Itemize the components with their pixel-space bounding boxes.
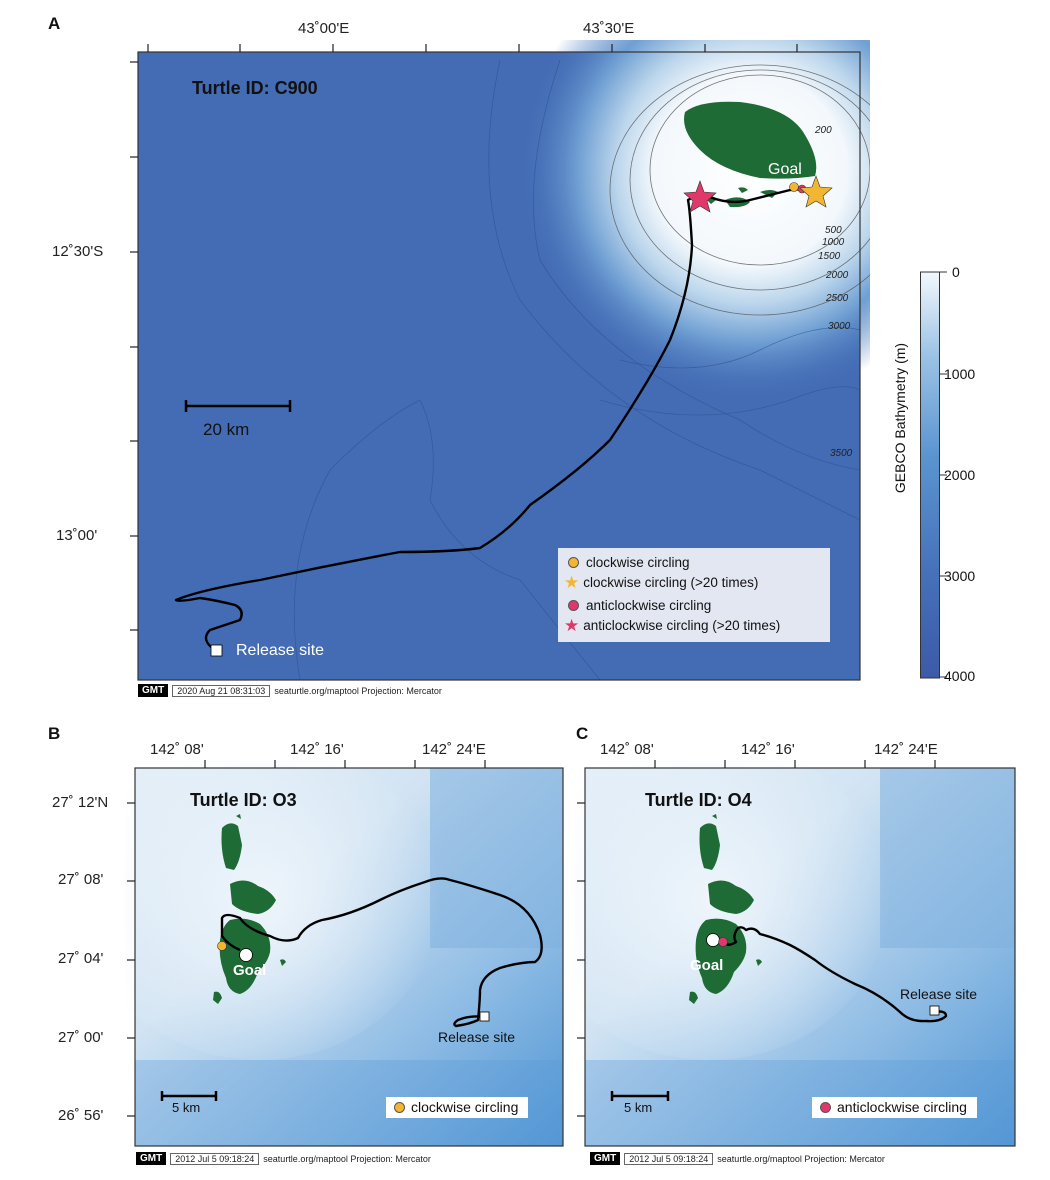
panel-c-goal-marker bbox=[706, 933, 720, 947]
legend-text: clockwise circling bbox=[411, 1099, 519, 1115]
yellow-circle-icon bbox=[394, 1101, 405, 1113]
gmt-logo: GMT bbox=[590, 1152, 621, 1165]
panel-b-lon-tick: 142˚ 08' bbox=[150, 741, 204, 758]
panel-b-lat-tick: 27˚ 08' bbox=[58, 871, 104, 888]
panel-a-island bbox=[684, 101, 817, 179]
footer-text: seaturtle.org/maptool Projection: Mercat… bbox=[263, 1153, 431, 1164]
panel-b-lat-tick: 27˚ 12'N bbox=[52, 794, 109, 811]
legend-item: anticlockwise circling bbox=[568, 598, 711, 613]
clockwise-marker bbox=[789, 182, 799, 192]
panel-b-lat-tick: 27˚ 04' bbox=[58, 950, 104, 967]
panel-b-lon-tick: 142˚ 16' bbox=[290, 741, 344, 758]
panel-c-lon-tick: 142˚ 16' bbox=[741, 741, 795, 758]
panel-a-label: A bbox=[48, 14, 61, 33]
legend-text: clockwise circling (>20 times) bbox=[583, 575, 759, 590]
panel-a-goal-label: Goal bbox=[768, 161, 802, 178]
panel-c-title: Turtle ID: O4 bbox=[645, 790, 752, 810]
panel-b-legend: clockwise circling bbox=[386, 1097, 529, 1118]
panel-b-goal-marker bbox=[239, 948, 253, 962]
panel-b-title: Turtle ID: O3 bbox=[190, 790, 297, 810]
colorbar-title: GEBCO Bathymetry (m) bbox=[892, 342, 908, 494]
contour-label: 2000 bbox=[825, 270, 849, 281]
panel-b-map: Goal bbox=[125, 760, 564, 1147]
panel-c-release-marker bbox=[929, 1005, 940, 1016]
colorbar-tick: 2000 bbox=[944, 467, 976, 483]
legend-item: clockwise circling bbox=[568, 555, 690, 570]
panel-a-lat-tick: 13˚00' bbox=[56, 527, 98, 544]
legend-text: anticlockwise circling bbox=[586, 598, 712, 613]
panel-b-goal-label: Goal bbox=[233, 962, 266, 979]
panel-a-map: 200 500 1000 1500 2000 2500 3000 3500 Go… bbox=[130, 40, 870, 681]
contour-label: 200 bbox=[814, 125, 832, 136]
panel-c-footer: GMT 2012 Jul 5 09:18:24 seaturtle.org/ma… bbox=[590, 1152, 885, 1165]
clockwise-star-marker bbox=[799, 175, 833, 208]
panel-b-scale-label: 5 km bbox=[172, 1100, 201, 1115]
colorbar bbox=[920, 271, 947, 679]
contour-label: 1000 bbox=[822, 237, 845, 248]
yellow-circle-icon bbox=[568, 557, 579, 568]
panel-a-legend: clockwise circling ★ clockwise circling … bbox=[558, 548, 830, 642]
panel-a-title: Turtle ID: C900 bbox=[192, 78, 318, 98]
legend-item: ★ anticlockwise circling (>20 times) bbox=[564, 615, 781, 635]
gmt-logo: GMT bbox=[136, 1152, 167, 1165]
panel-c-label: C bbox=[576, 724, 589, 743]
panel-a-lat-tick: 12˚30'S bbox=[52, 243, 104, 260]
panel-c-legend: anticlockwise circling bbox=[812, 1097, 977, 1118]
legend-text: anticlockwise circling (>20 times) bbox=[583, 618, 781, 633]
panel-a-release-label: Release site bbox=[236, 642, 325, 659]
contour-label: 3000 bbox=[828, 321, 851, 332]
footer-text: seaturtle.org/maptool Projection: Mercat… bbox=[717, 1153, 885, 1164]
footer-text: seaturtle.org/maptool Projection: Mercat… bbox=[274, 685, 442, 696]
panel-c-map: Goal bbox=[575, 760, 1016, 1147]
anticlockwise-star-marker bbox=[683, 180, 717, 213]
panel-b-lon-tick: 142˚ 24'E bbox=[422, 741, 486, 758]
legend-text: clockwise circling bbox=[586, 555, 690, 570]
contour-label: 2500 bbox=[825, 293, 849, 304]
panel-b-lat-tick: 26˚ 56' bbox=[58, 1107, 104, 1124]
panel-c-lon-tick: 142˚ 08' bbox=[600, 741, 654, 758]
contour-label: 1500 bbox=[818, 251, 841, 262]
colorbar-tick: 3000 bbox=[944, 568, 976, 584]
panel-b-release-marker bbox=[479, 1011, 490, 1022]
panel-c-scale-bar bbox=[610, 1091, 670, 1101]
panel-a-scale-label: 20 km bbox=[203, 420, 250, 439]
panel-a-scale-bar bbox=[184, 400, 292, 412]
colorbar-tick: 1000 bbox=[944, 366, 976, 382]
panel-a-lon-tick: 43˚00'E bbox=[298, 20, 350, 37]
panel-a-lon-tick: 43˚30'E bbox=[583, 20, 635, 37]
panel-b-footer: GMT 2012 Jul 5 09:18:24 seaturtle.org/ma… bbox=[136, 1152, 431, 1165]
panel-b-release-label: Release site bbox=[438, 1029, 516, 1045]
footer-date: 2012 Jul 5 09:18:24 bbox=[170, 1152, 260, 1165]
panel-c-lon-tick: 142˚ 24'E bbox=[874, 741, 938, 758]
legend-item: ★ clockwise circling (>20 times) bbox=[564, 572, 759, 592]
panel-a-release-marker bbox=[210, 644, 223, 657]
contour-label: 3500 bbox=[830, 448, 853, 459]
panel-b-track bbox=[220, 877, 543, 1028]
contour-label: 500 bbox=[825, 225, 842, 236]
panel-c-release-label: Release site bbox=[900, 986, 978, 1002]
yellow-star-icon: ★ bbox=[564, 572, 580, 592]
panel-c-scale-label: 5 km bbox=[624, 1100, 653, 1115]
clockwise-marker bbox=[217, 941, 227, 951]
anticlockwise-marker bbox=[718, 937, 728, 947]
panel-b-scale-bar bbox=[160, 1091, 218, 1101]
colorbar-tick: 4000 bbox=[944, 668, 976, 684]
legend-text: anticlockwise circling bbox=[837, 1099, 967, 1115]
panel-b-lat-tick: 27˚ 00' bbox=[58, 1029, 104, 1046]
panel-c-track bbox=[725, 926, 948, 1023]
colorbar-tick: 0 bbox=[952, 264, 960, 280]
panel-a-contours bbox=[293, 59, 861, 681]
pink-circle-icon bbox=[820, 1101, 831, 1113]
pink-star-icon: ★ bbox=[564, 615, 580, 635]
panel-c-goal-label: Goal bbox=[690, 957, 723, 974]
panel-b-label: B bbox=[48, 724, 61, 743]
gmt-logo: GMT bbox=[138, 684, 169, 697]
panel-a-footer: GMT 2020 Aug 21 08:31:03 seaturtle.org/m… bbox=[138, 684, 442, 697]
footer-date: 2020 Aug 21 08:31:03 bbox=[172, 684, 271, 697]
pink-circle-icon bbox=[568, 600, 579, 611]
footer-date: 2012 Jul 5 09:18:24 bbox=[624, 1152, 714, 1165]
